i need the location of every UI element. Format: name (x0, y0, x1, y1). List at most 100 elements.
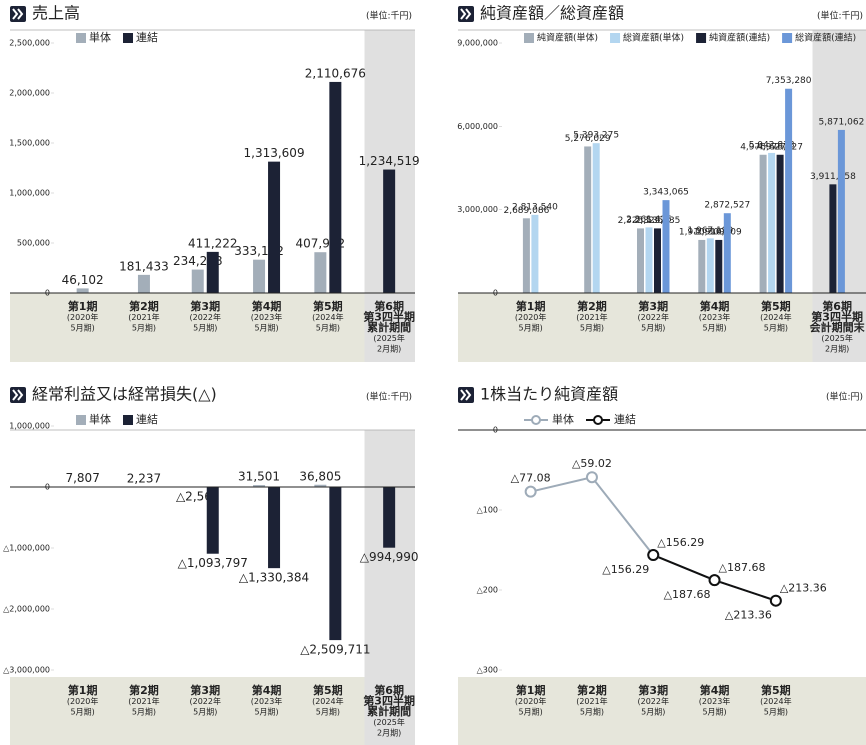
bar (837, 129, 845, 293)
bar (584, 146, 592, 293)
bar (383, 169, 396, 293)
x-tick-label: 第5期 (761, 299, 791, 313)
y-tick-label: 1,500,000 (9, 139, 50, 148)
bar (522, 218, 530, 293)
legend-swatch (696, 33, 707, 43)
bar (268, 487, 281, 569)
x-tick-label: (2025年 (373, 333, 404, 343)
bar (662, 200, 670, 293)
value-label: 4,976,627 (740, 142, 786, 152)
y-tick-label: 9,000,000 (457, 39, 498, 48)
legend-label: 純資産額(連結) (709, 32, 770, 44)
value-label: 5,393,275 (573, 131, 619, 141)
value-label: △213.36 (780, 582, 827, 595)
line-marker (769, 594, 782, 607)
x-tick-label: 第3期 (638, 683, 668, 697)
value-label: △187.68 (719, 561, 766, 574)
x-tick-label: (2020年 (67, 696, 98, 706)
bar (137, 274, 150, 293)
legend-label: 総資産額(単体) (623, 32, 684, 44)
bar (723, 213, 731, 293)
y-tick-label: △3,000,000 (3, 666, 50, 675)
x-tick-label: 第5期 (313, 299, 343, 313)
x-tick-label: (2022年 (638, 696, 669, 706)
value-label: 1,910,309 (696, 227, 742, 237)
x-tick-label: (2024年 (760, 696, 791, 706)
x-tick-label: (2020年 (67, 312, 98, 322)
value-label: 4,976,627 (757, 142, 803, 152)
value-label: 1,967,199 (687, 226, 733, 236)
value-label: 3,911,858 (810, 172, 856, 182)
line-marker (585, 471, 598, 484)
x-tick-label: 5月期) (193, 708, 217, 717)
x-tick-label: 第2期 (129, 299, 159, 313)
y-tick-label: △200 (477, 586, 498, 595)
unit-label: (単位:千円) (366, 391, 412, 403)
x-tick-label: 第1期 (516, 683, 546, 697)
value-label: 3,343,065 (643, 188, 689, 198)
category-area (10, 293, 415, 362)
x-tick-label: 第4期 (252, 683, 282, 697)
bar (531, 214, 539, 293)
x-tick-label: 第3四半期 (363, 310, 415, 324)
bar (314, 252, 327, 293)
y-tick-label: 1,000,000 (9, 189, 50, 198)
x-tick-label: 5月期) (519, 324, 543, 333)
y-tick-label: △1,000,000 (3, 544, 50, 553)
x-tick-label: (2024年 (760, 312, 791, 322)
x-tick-label: (2021年 (128, 312, 159, 322)
unit-label: (単位:千円) (817, 10, 863, 22)
y-tick-label: 3,000,000 (457, 205, 498, 214)
value-label: 411,222 (188, 236, 238, 250)
legend-label: 単体 (89, 30, 111, 44)
bar (645, 227, 653, 293)
x-tick-label: 第2期 (577, 683, 607, 697)
legend-label: 総資産額(連結) (795, 32, 856, 44)
x-tick-label: 第4期 (700, 299, 730, 313)
x-tick-label: 第1期 (516, 299, 546, 313)
bar (715, 239, 723, 293)
y-tick-label: △2,000,000 (3, 605, 50, 614)
value-label: 36,805 (299, 469, 341, 483)
y-tick-label: △100 (477, 506, 498, 515)
legend-swatch (524, 33, 534, 43)
bar (253, 485, 266, 487)
x-tick-label: (2023年 (251, 696, 282, 706)
value-label: 2,110,676 (305, 66, 366, 80)
x-tick-label: (2021年 (128, 696, 159, 706)
value-label: △1,093,797 (178, 556, 248, 570)
bar (76, 288, 89, 293)
x-tick-label: (2025年 (373, 717, 404, 727)
x-tick-label: 第3四半期 (363, 694, 415, 708)
value-label: 7,807 (65, 471, 99, 485)
chart-title: 売上高 (32, 4, 80, 23)
x-tick-label: 第2期 (129, 683, 159, 697)
x-tick-label: 2月期) (377, 729, 401, 738)
title-icon-arrow (12, 8, 24, 20)
y-tick-label: 1,000,000 (9, 422, 50, 431)
x-tick-label: 5月期) (580, 708, 604, 717)
x-tick-label: 5月期) (580, 324, 604, 333)
x-tick-label: (2022年 (190, 696, 221, 706)
bar (654, 228, 661, 293)
legend-label: 連結 (136, 30, 158, 44)
y-tick-label: 500,000 (17, 239, 50, 248)
x-tick-label: 会計期間末 (810, 320, 866, 334)
x-tick-label: (2022年 (190, 312, 221, 322)
x-tick-label: 5月期) (641, 708, 665, 717)
bar (768, 152, 776, 293)
x-tick-label: 5月期) (132, 324, 156, 333)
unit-label: (単位:千円) (366, 10, 412, 22)
x-tick-label: 第4期 (700, 683, 730, 697)
x-tick-label: (2025年 (821, 333, 852, 343)
bar (698, 239, 706, 293)
legend-swatch (123, 33, 133, 43)
y-tick-label: △300 (477, 666, 498, 675)
value-label: △2,509,711 (300, 643, 370, 657)
x-tick-label: 5月期) (764, 708, 788, 717)
x-tick-label: 第3期 (190, 299, 220, 313)
bar (785, 88, 793, 294)
value-label: △77.08 (511, 472, 551, 485)
chart-title: 純資産額／総資産額 (480, 4, 624, 23)
line-marker (524, 485, 537, 498)
